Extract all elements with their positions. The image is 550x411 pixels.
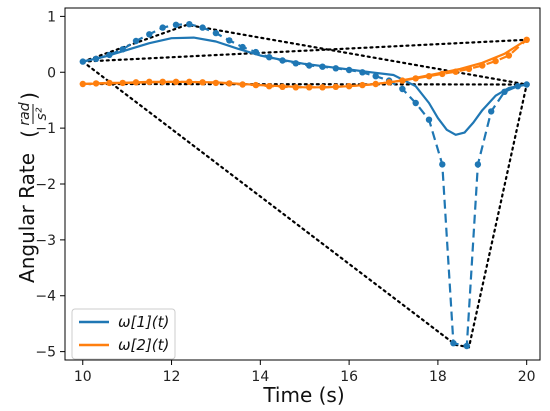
series-layer [79, 21, 530, 350]
series1-point [474, 161, 482, 168]
y-tick-label: −2 [35, 177, 56, 193]
series1-point [450, 340, 457, 347]
y-tick-label: 1 [47, 9, 56, 25]
control-polygon-4 [81, 82, 528, 86]
series1-point [412, 99, 419, 107]
x-tick-label: 14 [251, 369, 269, 385]
y-unit-open-paren: ( [17, 130, 41, 138]
series1-point [399, 85, 406, 93]
x-axis-ticks: 10 12 14 16 18 20 [74, 360, 536, 385]
legend: ω[1](t) ω[2](t) [71, 308, 176, 360]
y-unit-close-paren: ) [17, 92, 41, 100]
legend-label-series2: ω[2](t) [118, 336, 169, 354]
series1-point [132, 37, 140, 45]
series1-point [372, 73, 379, 80]
series1-point [172, 21, 180, 28]
x-axis-label: Time (s) [262, 383, 344, 407]
series1-point [463, 342, 470, 350]
x-tick-label: 16 [340, 369, 358, 385]
series2-point [505, 52, 513, 59]
series1-line [82, 36, 527, 136]
x-tick-label: 12 [163, 369, 181, 385]
y-axis-label-group: Angular Rate ( rad s² ) [15, 92, 50, 283]
series1-point [212, 29, 220, 37]
series1-point [488, 108, 495, 115]
series1-point [425, 116, 433, 123]
x-tick-label: 20 [518, 369, 536, 385]
y-axis-label: Angular Rate [15, 153, 39, 283]
series2-point [492, 57, 499, 65]
control-polygon-2 [81, 38, 528, 63]
x-tick-label: 18 [429, 369, 447, 385]
control-polygon-3 [81, 60, 528, 349]
series1-dashed-line [82, 23, 527, 348]
series1-point [199, 24, 206, 31]
y-tick-label: −5 [35, 345, 56, 361]
series1-point [186, 21, 193, 28]
control-polygon-layer [81, 23, 528, 349]
series1-point [226, 37, 233, 44]
y-unit-denominator: s² [34, 107, 50, 120]
x-tick-label: 10 [74, 369, 92, 385]
y-axis-ticks: −5 −4 −3 −2 −1 0 1 [35, 9, 65, 361]
y-tick-label: −4 [35, 289, 56, 305]
series1-point [146, 31, 153, 38]
y-unit-numerator: rad [17, 102, 33, 125]
series1-point [159, 24, 166, 31]
series1-point [439, 161, 446, 168]
legend-label-series1: ω[1](t) [118, 313, 169, 331]
y-tick-label: −1 [35, 121, 56, 137]
series2-line [82, 38, 528, 89]
y-tick-label: −3 [35, 233, 56, 249]
y-tick-label: 0 [47, 65, 56, 81]
